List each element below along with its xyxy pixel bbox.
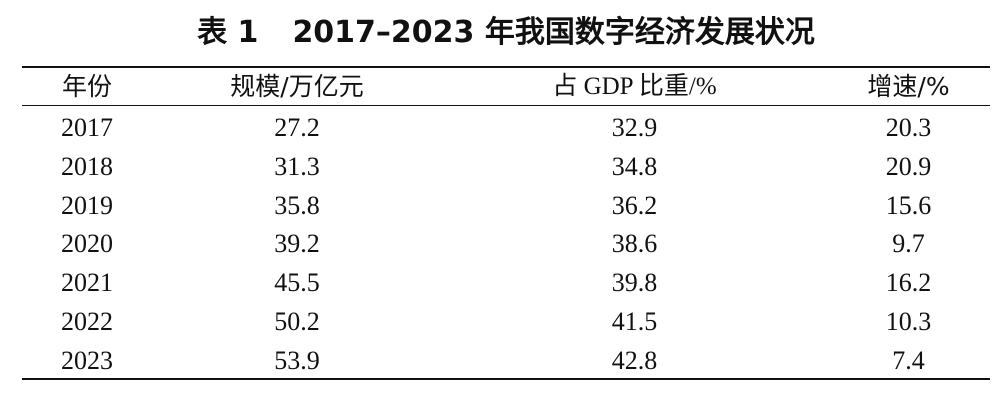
table-caption: 2017–2023 年我国数字经济发展状况 (292, 15, 815, 50)
cell-year: 2022 (61, 306, 113, 336)
table-header: 年份 规模/万亿元 占 GDP 比重/% 增速/% (22, 68, 990, 105)
header-year: 年份 (61, 72, 112, 101)
cell-scale: 31.3 (274, 151, 320, 181)
cell-scale: 35.8 (274, 190, 320, 220)
data-table: 年份 规模/万亿元 占 GDP 比重/% 增速/% 2017 27.2 32.9… (22, 68, 990, 381)
cell-growth: 20.9 (885, 151, 932, 181)
top-rule (22, 66, 990, 68)
cell-gdp-share: 38.6 (611, 229, 658, 259)
cell-growth: 20.3 (885, 113, 932, 142)
table-row: 2023 53.9 42.8 7.4 (22, 342, 990, 381)
header-row: 年份 规模/万亿元 占 GDP 比重/% 增速/% (22, 68, 990, 105)
cell-scale: 53.9 (274, 345, 320, 375)
cell-year: 2020 (61, 229, 113, 259)
cell-growth: 9.7 (892, 229, 925, 259)
digital-economy-table: 表 1 2017–2023 年我国数字经济发展状况 年份 规模/万亿元 占 GDP… (22, 0, 990, 404)
cell-gdp-share: 41.5 (611, 306, 658, 336)
cell-year: 2019 (61, 190, 113, 220)
header-gdp-share: 占 GDP 比重/% (552, 73, 717, 100)
table-row: 2017 27.2 32.9 20.3 (22, 105, 990, 148)
table-row: 2020 39.2 38.6 9.7 (22, 225, 990, 264)
cell-growth: 15.6 (885, 190, 932, 220)
header-scale: 规模/万亿元 (230, 72, 364, 101)
cell-gdp-share: 42.8 (611, 345, 658, 375)
cell-scale: 27.2 (274, 113, 320, 142)
table-body: 2017 27.2 32.9 20.3 2018 31.3 34.8 20.9 … (22, 105, 990, 381)
cell-growth: 10.3 (885, 306, 932, 336)
table-number: 表 1 (197, 15, 259, 50)
cell-gdp-share: 34.8 (611, 151, 658, 181)
bottom-rule (22, 378, 990, 380)
cell-year: 2017 (61, 113, 113, 142)
header-rule (22, 105, 990, 106)
table-title: 表 1 2017–2023 年我国数字经济发展状况 (22, 12, 990, 54)
cell-gdp-share: 36.2 (611, 190, 658, 220)
table-row: 2021 45.5 39.8 16.2 (22, 264, 990, 303)
cell-year: 2021 (61, 268, 113, 298)
cell-growth: 16.2 (885, 268, 932, 298)
cell-year: 2018 (61, 151, 113, 181)
cell-scale: 39.2 (274, 229, 320, 259)
table-row: 2019 35.8 36.2 15.6 (22, 187, 990, 226)
table-row: 2018 31.3 34.8 20.9 (22, 148, 990, 187)
cell-year: 2023 (61, 345, 113, 375)
cell-scale: 45.5 (274, 268, 320, 298)
cell-scale: 50.2 (274, 306, 320, 336)
cell-growth: 7.4 (892, 345, 925, 375)
table-row: 2022 50.2 41.5 10.3 (22, 303, 990, 342)
cell-gdp-share: 32.9 (611, 113, 658, 142)
header-growth: 增速/% (867, 72, 950, 101)
cell-gdp-share: 39.8 (611, 268, 658, 298)
